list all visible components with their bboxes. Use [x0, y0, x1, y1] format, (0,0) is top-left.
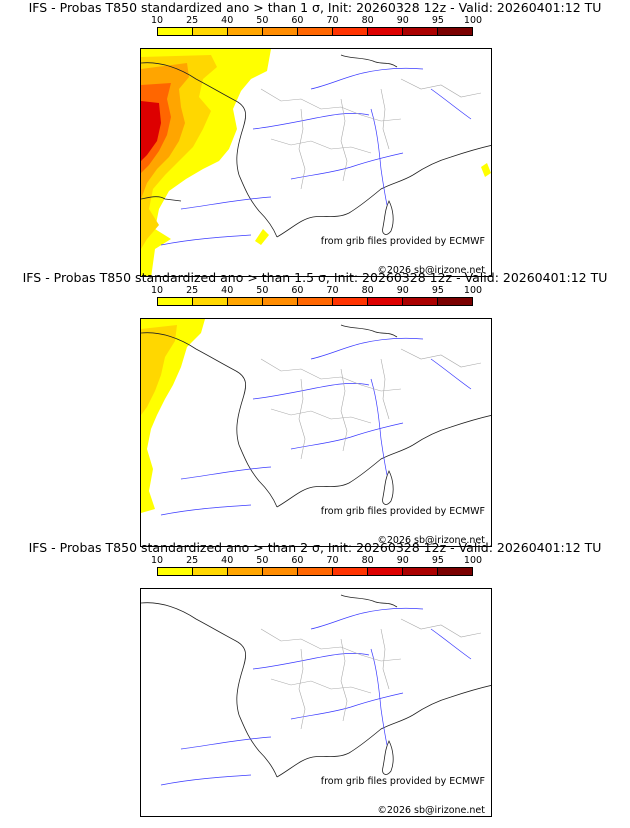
probability-map: from grib files provided by ECMWF ©2026 … — [140, 48, 492, 277]
legend-tick-label: 25 — [186, 555, 199, 566]
legend-color-bar — [157, 27, 473, 36]
legend-color-swatch — [158, 28, 193, 35]
legend-color-swatch — [298, 28, 333, 35]
legend-color-swatch — [438, 298, 472, 305]
credit-copyright: ©2026 sb@irizone.net — [377, 535, 485, 546]
legend-color-bar — [157, 567, 473, 576]
legend-tick-label: 10 — [150, 285, 164, 296]
legend-tick-label: 100 — [463, 555, 483, 566]
credit-source: from grib files provided by ECMWF — [320, 776, 485, 787]
credit-copyright: ©2026 sb@irizone.net — [377, 265, 485, 276]
legend-tick-label: 100 — [463, 285, 483, 296]
legend-color-swatch — [298, 298, 333, 305]
legend-tick-label: 70 — [326, 555, 339, 566]
legend-tick-label: 25 — [186, 285, 199, 296]
legend-color-swatch — [438, 28, 472, 35]
legend-tick-label: 90 — [396, 285, 409, 296]
probability-legend: 10 25 40 50 60 70 80 90 95 100 — [140, 16, 492, 40]
legend-tick-label: 95 — [431, 555, 444, 566]
legend-tick-label: 50 — [256, 555, 269, 566]
legend-color-swatch — [298, 568, 333, 575]
probability-legend: 10 25 40 50 60 70 80 90 95 100 — [140, 286, 492, 310]
legend-color-swatch — [368, 568, 403, 575]
legend-color-swatch — [193, 568, 228, 575]
legend-tick-label: 80 — [361, 555, 374, 566]
legend-tick-label: 80 — [361, 285, 374, 296]
rivers — [160, 337, 472, 516]
probability-map: from grib files provided by ECMWF ©2026 … — [140, 588, 492, 817]
legend-tick-label: 25 — [186, 15, 199, 26]
legend-color-swatch — [403, 568, 438, 575]
rivers — [160, 607, 472, 786]
map-panel-3: IFS - Probas T850 standardized ano > tha… — [0, 540, 630, 817]
legend-tick-label: 10 — [150, 555, 164, 566]
legend-tick-label: 40 — [221, 555, 234, 566]
legend-color-swatch — [158, 298, 193, 305]
admin-borders — [260, 618, 482, 730]
map-canvas — [141, 319, 491, 516]
probability-field — [141, 49, 491, 276]
probability-map: from grib files provided by ECMWF ©2026 … — [140, 318, 492, 547]
admin-borders — [260, 348, 482, 460]
legend-color-swatch — [333, 298, 368, 305]
legend-color-swatch — [228, 28, 263, 35]
legend-tick-label: 40 — [221, 15, 234, 26]
panel-title: IFS - Probas T850 standardized ano > tha… — [28, 0, 602, 15]
credit-source: from grib files provided by ECMWF — [320, 506, 485, 517]
legend-color-bar — [157, 297, 473, 306]
rivers — [160, 67, 472, 246]
legend-color-swatch — [368, 28, 403, 35]
admin-borders — [260, 78, 482, 190]
legend-color-swatch — [368, 298, 403, 305]
legend-tick-label: 40 — [221, 285, 234, 296]
legend-tick-label: 95 — [431, 15, 444, 26]
legend-tick-label: 10 — [150, 15, 164, 26]
credit-source: from grib files provided by ECMWF — [320, 236, 485, 247]
map-panel-2: IFS - Probas T850 standardized ano > tha… — [0, 270, 630, 547]
legend-tick-label: 70 — [326, 285, 339, 296]
legend-tick-label: 90 — [396, 555, 409, 566]
legend-tick-label: 100 — [463, 15, 483, 26]
legend-tick-label: 95 — [431, 285, 444, 296]
legend-color-swatch — [403, 28, 438, 35]
legend-color-swatch — [193, 28, 228, 35]
legend-color-swatch — [263, 568, 298, 575]
coastlines — [141, 324, 491, 508]
legend-tick-label: 80 — [361, 15, 374, 26]
legend-color-swatch — [158, 568, 193, 575]
map-canvas — [141, 594, 491, 786]
legend-color-swatch — [228, 298, 263, 305]
legend-tick-label: 50 — [256, 15, 269, 26]
credit-copyright: ©2026 sb@irizone.net — [377, 805, 485, 816]
coastlines — [141, 594, 491, 778]
legend-tick-label: 60 — [291, 285, 304, 296]
legend-tick-label: 90 — [396, 15, 409, 26]
map-panel-1: IFS - Probas T850 standardized ano > tha… — [0, 0, 630, 277]
legend-color-swatch — [333, 568, 368, 575]
legend-tick-label: 60 — [291, 15, 304, 26]
panel-title: IFS - Probas T850 standardized ano > tha… — [28, 540, 602, 555]
legend-color-swatch — [263, 298, 298, 305]
legend-color-swatch — [193, 298, 228, 305]
coastlines — [141, 54, 491, 238]
legend-color-swatch — [403, 298, 438, 305]
probability-legend: 10 25 40 50 60 70 80 90 95 100 — [140, 556, 492, 580]
legend-tick-label: 60 — [291, 555, 304, 566]
legend-color-swatch — [263, 28, 298, 35]
legend-tick-label: 70 — [326, 15, 339, 26]
legend-color-swatch — [333, 28, 368, 35]
legend-tick-label: 50 — [256, 285, 269, 296]
legend-color-swatch — [438, 568, 472, 575]
probability-field — [141, 319, 205, 513]
legend-color-swatch — [228, 568, 263, 575]
panel-title: IFS - Probas T850 standardized ano > tha… — [22, 270, 608, 285]
map-canvas — [141, 49, 491, 276]
